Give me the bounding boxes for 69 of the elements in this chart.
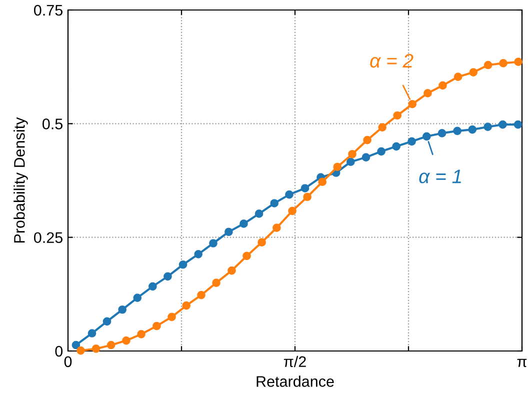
point: [499, 59, 508, 68]
y-tick-label: 0.75: [34, 4, 62, 16]
point: [242, 252, 251, 260]
point: [514, 58, 522, 66]
point: [378, 123, 386, 132]
point: [106, 340, 116, 350]
point: [346, 158, 355, 166]
point: [72, 340, 80, 350]
point: [377, 147, 386, 156]
point: [438, 81, 447, 90]
x-axis-title: Retardance: [256, 376, 334, 387]
point: [514, 120, 522, 129]
point: [484, 122, 492, 132]
point: [469, 68, 478, 76]
point: [137, 330, 146, 338]
point: [424, 89, 432, 98]
point: [194, 250, 203, 258]
legend-label: α = 1: [419, 170, 461, 184]
point: [285, 190, 294, 199]
point: [362, 153, 370, 162]
point: [348, 150, 356, 158]
point: [122, 336, 130, 345]
point: [422, 132, 431, 141]
point: [133, 294, 142, 302]
point: [363, 136, 372, 144]
point: [240, 220, 248, 228]
point: [498, 120, 507, 129]
point: [148, 282, 157, 291]
point: [454, 72, 462, 82]
point: [392, 142, 400, 151]
point: [254, 210, 264, 218]
y-axis-title: Probability Density: [14, 117, 28, 243]
point: [408, 100, 417, 108]
point: [333, 162, 342, 172]
point: [152, 322, 161, 330]
x-tick-label: π: [517, 358, 527, 368]
x-tick-label: π/2: [284, 356, 306, 368]
point: [318, 178, 327, 186]
point: [182, 301, 191, 310]
point: [178, 260, 188, 269]
y-tick-label: 0: [55, 346, 63, 357]
point: [164, 272, 172, 281]
point: [212, 278, 220, 287]
point: [270, 199, 279, 208]
point: [168, 312, 176, 322]
point: [484, 60, 492, 70]
y-tick-label: 0.5: [42, 118, 62, 130]
point: [118, 305, 127, 314]
point: [224, 228, 233, 236]
point: [76, 346, 85, 355]
x-tick-label: 0: [64, 356, 72, 368]
point: [393, 111, 402, 120]
point: [408, 137, 416, 146]
point: [209, 239, 218, 248]
y-tick-label: 0.25: [34, 232, 62, 244]
point: [258, 238, 266, 246]
point: [228, 266, 236, 275]
point: [468, 125, 477, 134]
point: [300, 184, 310, 192]
point: [197, 290, 206, 300]
point: [272, 224, 281, 232]
point: [102, 317, 112, 326]
point: [438, 129, 446, 138]
point: [92, 344, 100, 353]
point: [453, 126, 462, 136]
point: [303, 192, 312, 202]
point: [288, 206, 296, 216]
point: [88, 329, 96, 338]
series-label: α = 2: [370, 54, 414, 68]
